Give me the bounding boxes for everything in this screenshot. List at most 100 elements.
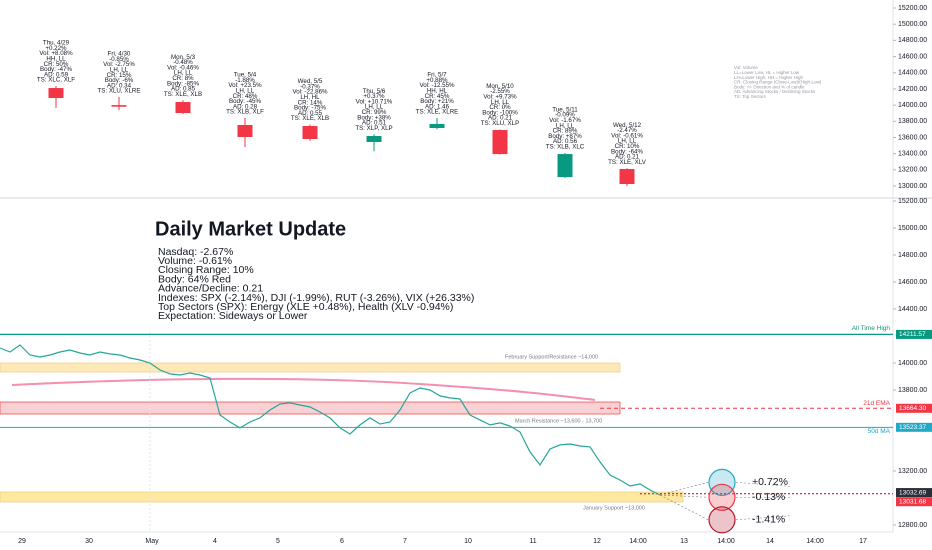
candle-annotation: TS: XLE, XLB [164,91,202,98]
y-tick-label: 13800.00 [898,118,927,125]
scenario-label: -1.41% [752,514,785,526]
candle-annotation: Vol: +23.5% [228,82,262,89]
zone-label: February Support/Resistance ~14,000 [505,354,598,360]
y-tick-label: 15200.00 [898,5,927,12]
level-name: 21d EMA [863,400,890,407]
candle-annotation: Body: -85% [167,80,199,87]
candle-annotation: TS: XLE, XLV [608,159,647,166]
legend-line: CR: Closing Range (Close-Low)/(High-Low) [734,80,822,85]
projection-line [735,482,791,487]
price-tag-label: 13664.30 [899,405,926,412]
ema-zone [0,401,621,415]
candle-annotation: LH, LL [110,66,129,73]
scenario-marker [708,483,736,511]
y-tick-label: 14400.00 [898,306,927,313]
update-line: Closing Range: 10% [158,264,254,276]
y-tick-label: 14800.00 [898,37,927,44]
candle-annotation: Thu, 4/29 [43,40,70,47]
price-tag [896,329,932,339]
candle-annotation: Tue, 5/11 [552,106,578,113]
y-tick-label: 13400.00 [898,151,927,158]
candle-annotation: LH, LL [556,122,575,129]
candle-annotation: Body: -47% [40,66,72,73]
candle-annotation: Mon, 5/3 [171,54,196,61]
candle-annotation: Body: -100% [482,109,518,116]
x-tick-label: 14:00 [806,538,824,545]
update-line: Top Sectors (SPX): Energy (XLE +0.48%), … [158,301,453,313]
x-tick-label: 30 [85,538,93,545]
candle-annotation: +0.22% [45,45,67,52]
price-tag-label: 13032.69 [899,489,926,496]
candle-body [492,130,508,155]
candle-annotation: Body: -75% [294,105,326,112]
price-tag [896,403,932,413]
candle-annotation: AD: 0.51 [362,120,387,127]
level-name: All Time High [852,325,891,332]
projection-line [735,515,791,521]
scenario-label: +0.72% [752,476,788,488]
legend-line: Body: +/- Direction and % of candle [734,84,805,89]
candle-annotation: AD: 0.34 [107,82,132,89]
candle-annotation: AD: 0.85 [171,86,196,93]
candle-annotation: Thu, 5/6 [363,88,386,95]
candle-annotation: Body: -64% [611,148,643,155]
candle-annotation: CR: 14% [298,99,323,106]
candle-annotation: -2.47% [617,127,637,134]
update-line: Expectation: Sideways or Lower [158,310,308,322]
jan-zone [0,491,684,503]
candle-annotation: -0.09% [555,112,575,119]
y-tick-label: 15200.00 [898,198,927,205]
x-tick-label: 17 [859,538,867,545]
legend-line: TS: Top Sectors [734,94,767,99]
candle-annotation: Body: +38% [357,114,391,121]
scenario-marker [708,468,736,496]
x-tick-label: 6 [340,538,344,545]
x-tick-label: 13 [680,538,688,545]
candle-annotation: TS: XLC, XLF [37,77,75,84]
projection-line [659,494,709,498]
candle-annotation: Body: +87% [548,133,582,140]
projection-line [659,482,709,496]
candle-annotation: LH, LL [618,138,637,145]
candle-annotation: CR: 45% [425,93,450,100]
y-tick-label: 15000.00 [898,21,927,28]
y-tick-label: 14800.00 [898,252,927,259]
candle-body [429,123,445,129]
candle-annotation: Vol: -22.86% [292,89,328,96]
candle-annotation: Body: -45% [229,98,261,105]
y-tick-label: 14000.00 [898,102,927,109]
candle-body [557,154,573,178]
candle-body [619,169,635,185]
candle-annotation: Vol: +9.73% [483,94,517,101]
y-tick-label: 15000.00 [898,225,927,232]
candle-annotation: Vol: -0.46% [167,64,199,71]
candle-annotation: AD: 0.59 [44,71,69,78]
update-line: Indexes: SPX (-2.14%), DJI (-1.99%), RUT… [158,292,474,304]
candle-annotation: Body: +21% [420,98,454,105]
level-name: 50d MA [868,428,891,435]
candle-annotation: Body: -6% [105,77,134,84]
candle-annotation: -0.37% [300,83,320,90]
price-tag-label: 13031.68 [899,498,926,505]
y-tick-label: 12800.00 [898,522,927,529]
candle-annotation: AD: 0.21 [615,154,640,161]
candle-annotation: CR: 89% [553,128,578,135]
scenario-marker [708,506,736,534]
candle-annotation: Vol: -0.61% [611,132,643,139]
candle-annotation: AD: 0.28 [233,103,258,110]
candle-annotation: TS: XLE, XLRE [416,109,459,116]
candle-annotation: Fri, 5/7 [427,72,447,79]
y-tick-label: 14600.00 [898,53,927,60]
y-tick-label: 14200.00 [898,86,927,93]
y-tick-label: 13200.00 [898,167,927,174]
candle-annotation: CR: 50% [44,61,69,68]
x-tick-label: 7 [403,538,407,545]
candle-annotation: -0.85% [109,56,129,63]
candle-annotation: -0.48% [173,59,193,66]
update-line: Volume: -0.61% [158,255,232,267]
price-tag [896,422,932,432]
candle-annotation: Fri, 4/30 [108,51,131,58]
projection-line [659,494,709,521]
x-tick-label: 14:00 [717,538,735,545]
price-tag-label: 14211.57 [899,331,926,338]
